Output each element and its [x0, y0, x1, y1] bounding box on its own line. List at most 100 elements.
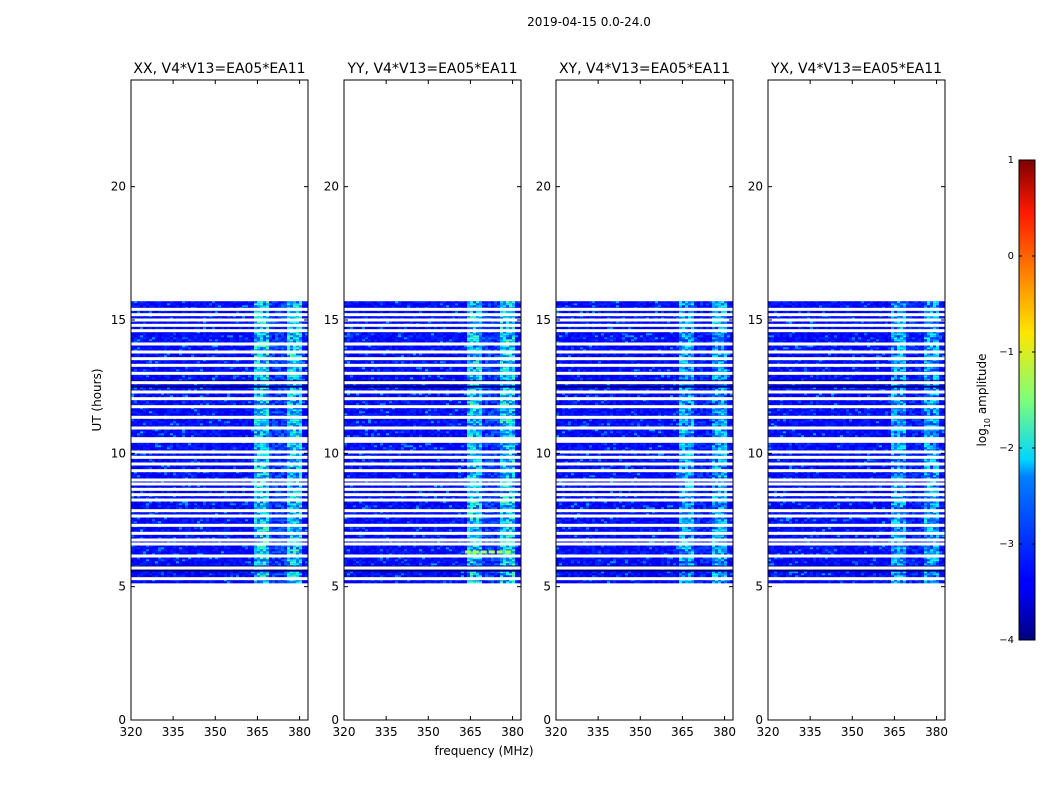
heatmap-cell	[212, 311, 215, 313]
heatmap-cell	[155, 337, 158, 339]
heatmap-cell	[296, 333, 299, 335]
heatmap-cell	[209, 337, 212, 339]
heatmap-cell	[236, 311, 239, 313]
heatmap-cell	[143, 303, 146, 305]
heatmap-cell	[263, 327, 266, 329]
heatmap-cell	[173, 311, 176, 313]
heatmap-cell	[170, 333, 173, 335]
heatmap-cell	[290, 301, 293, 303]
heatmap-cell	[302, 305, 305, 307]
heatmap-cell	[248, 327, 251, 329]
heatmap-cell	[170, 311, 173, 313]
heatmap-cell	[164, 321, 167, 323]
heatmap-cell	[281, 303, 284, 305]
heatmap-cell	[227, 333, 230, 335]
heatmap-cell	[293, 301, 296, 303]
heatmap-cell	[212, 321, 215, 323]
heatmap-cell	[287, 321, 290, 323]
heatmap-cell	[257, 333, 260, 335]
heatmap-cell	[230, 305, 233, 307]
heatmap-cell	[269, 311, 272, 313]
heatmap-cell	[167, 301, 170, 303]
heatmap-cell	[245, 301, 248, 303]
heatmap-cell	[239, 335, 242, 337]
heatmap-cell	[194, 311, 197, 313]
heatmap-cell	[173, 305, 176, 307]
heatmap-cell	[155, 333, 158, 335]
heatmap-cell	[248, 335, 251, 337]
heatmap-cell	[296, 327, 299, 329]
heatmap-cell	[200, 337, 203, 339]
heatmap-cell	[284, 303, 287, 305]
heatmap-cell	[179, 327, 182, 329]
heatmap-cell	[149, 311, 152, 313]
heatmap-cell	[251, 305, 254, 307]
heatmap-cell	[215, 311, 218, 313]
heatmap-cell	[194, 321, 197, 323]
heatmap-cell	[296, 321, 299, 323]
heatmap-cell	[194, 335, 197, 337]
heatmap-cell	[137, 321, 140, 323]
heatmap-cell	[224, 311, 227, 313]
heatmap-cell	[284, 333, 287, 335]
heatmap-cell	[245, 311, 248, 313]
heatmap-cell	[239, 327, 242, 329]
heatmap-cell	[218, 303, 221, 305]
heatmap-cell	[254, 305, 257, 307]
heatmap-cell	[245, 333, 248, 335]
heatmap-cell	[263, 335, 266, 337]
heatmap-cell	[161, 303, 164, 305]
heatmap-cell	[170, 327, 173, 329]
heatmap-cell	[173, 333, 176, 335]
panel-xx: XX, V4*V13=EA05*EA11320 335 350 365 38005101…	[111, 61, 311, 739]
heatmap-cell	[230, 327, 233, 329]
heatmap-cell	[149, 333, 152, 335]
heatmap-cell	[173, 335, 176, 337]
heatmap-cell	[233, 335, 236, 337]
heatmap-cell	[287, 333, 290, 335]
heatmap-cell	[191, 321, 194, 323]
heatmap-cell	[161, 337, 164, 339]
heatmap-cell	[242, 335, 245, 337]
heatmap-cell	[302, 301, 305, 303]
heatmap-cell	[185, 321, 188, 323]
heatmap-cell	[290, 311, 293, 313]
heatmap-cell	[245, 321, 248, 323]
heatmap-cell	[236, 301, 239, 303]
heatmap-cell	[212, 305, 215, 307]
heatmap-cell	[296, 305, 299, 307]
heatmap-cell	[173, 301, 176, 303]
heatmap-cell	[215, 301, 218, 303]
heatmap-cell	[284, 305, 287, 307]
heatmap-cell	[293, 303, 296, 305]
heatmap-cell	[137, 303, 140, 305]
heatmap-cell	[164, 335, 167, 337]
heatmap-cell	[281, 321, 284, 323]
heatmap-cell	[260, 311, 263, 313]
heatmap-cell	[194, 327, 197, 329]
heatmap-cell	[245, 303, 248, 305]
heatmap-cell	[239, 311, 242, 313]
heatmap-cell	[182, 335, 185, 337]
heatmap-cell	[152, 327, 155, 329]
heatmap-cell	[242, 301, 245, 303]
heatmap-cell	[179, 305, 182, 307]
heatmap-cell	[233, 305, 236, 307]
heatmap-cell	[227, 301, 230, 303]
heatmap-cell	[278, 327, 281, 329]
heatmap-cell	[176, 303, 179, 305]
heatmap-cell	[146, 337, 149, 339]
heatmap-cell	[158, 333, 161, 335]
heatmap-cell	[236, 305, 239, 307]
heatmap-cell	[275, 335, 278, 337]
heatmap-cell	[302, 311, 305, 313]
heatmap-cell	[206, 303, 209, 305]
heatmap-cell	[248, 301, 251, 303]
heatmap-cell	[182, 321, 185, 323]
heatmap-cell	[185, 303, 188, 305]
heatmap-cell	[269, 321, 272, 323]
heatmap-cell	[212, 337, 215, 339]
heatmap-cell	[272, 327, 275, 329]
heatmap-cell	[227, 337, 230, 339]
heatmap-cell	[263, 321, 266, 323]
